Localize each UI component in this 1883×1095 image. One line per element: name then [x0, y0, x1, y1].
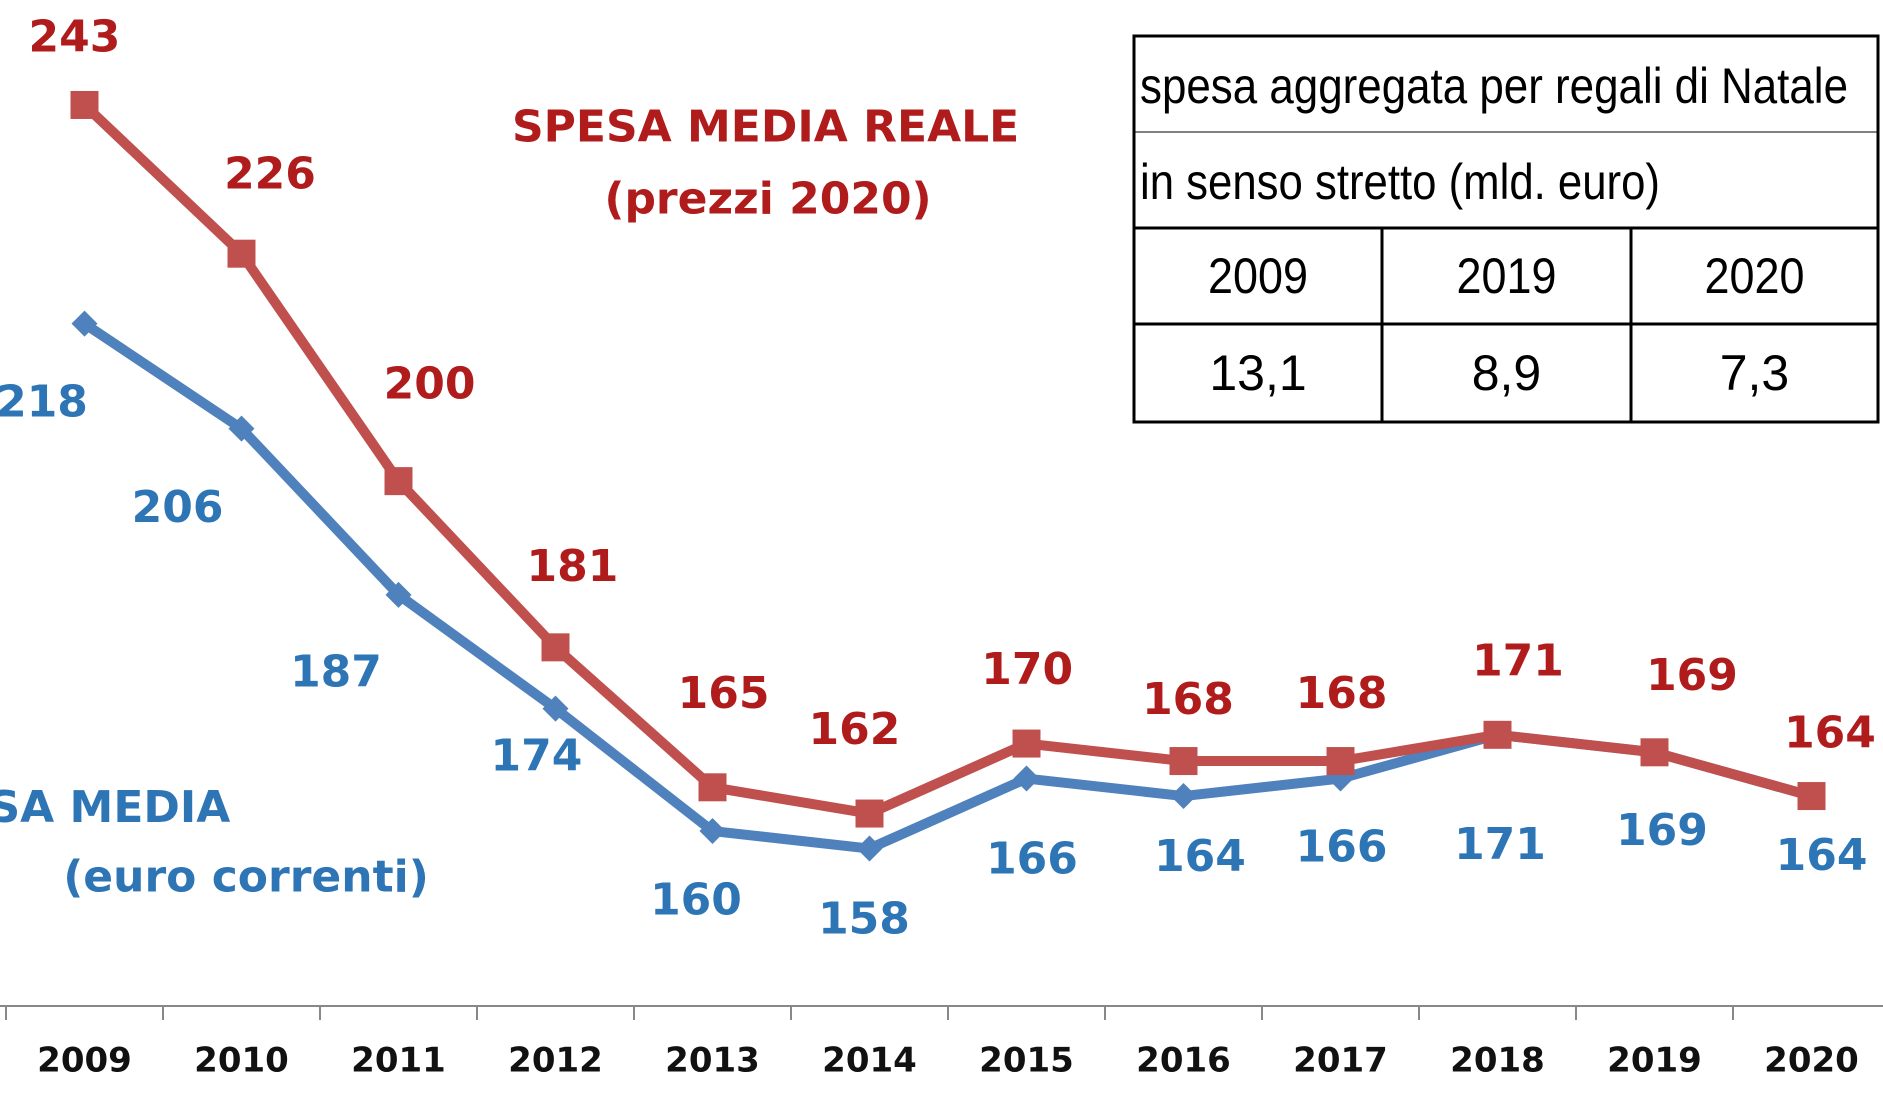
marker [384, 467, 413, 496]
data-label: 171 [1472, 636, 1564, 687]
marker [542, 695, 569, 722]
data-label: 162 [808, 704, 900, 755]
data-label: 164 [1784, 708, 1876, 759]
x-tick-label: 2009 [37, 1041, 132, 1081]
data-label: 226 [224, 148, 316, 199]
marker [71, 310, 98, 337]
marker [227, 239, 256, 268]
data-label: 218 [0, 376, 88, 427]
marker [1012, 729, 1041, 758]
marker [1797, 782, 1826, 811]
table-header: 2009 [1208, 248, 1308, 304]
data-label: 206 [132, 482, 224, 533]
data-label: 200 [384, 358, 476, 409]
marker [1170, 783, 1197, 810]
data-label: 174 [490, 730, 582, 781]
table-title: spesa aggregata per regali di Natale [1140, 58, 1848, 114]
marker [1013, 765, 1040, 792]
data-label: 164 [1154, 831, 1246, 882]
marker [1326, 747, 1355, 776]
marker [699, 818, 726, 845]
legend-name: SPESA MEDIA REALE [512, 102, 1019, 153]
series-line [81, 101, 1813, 819]
legend-note: (euro correnti) [63, 852, 429, 903]
x-tick-label: 2014 [822, 1041, 917, 1081]
x-tick-label: 2019 [1607, 1041, 1702, 1081]
marker [1483, 720, 1512, 749]
legend-name: SPESA MEDIA [0, 782, 230, 833]
data-label: 169 [1646, 650, 1738, 701]
marker [1640, 738, 1669, 767]
table-cell: 8,9 [1472, 345, 1542, 401]
marker [1169, 747, 1198, 776]
marker [228, 415, 255, 442]
marker [855, 799, 884, 828]
data-label: 170 [981, 644, 1073, 695]
marker [385, 581, 412, 608]
data-label: 168 [1142, 674, 1234, 725]
data-label: 187 [290, 646, 382, 697]
data-label: 158 [818, 894, 910, 945]
x-tick-label: 2010 [194, 1041, 289, 1081]
x-tick-label: 2016 [1136, 1041, 1231, 1081]
table-header: 2020 [1705, 248, 1805, 304]
table-header: 2019 [1457, 248, 1557, 304]
x-tick-label: 2011 [351, 1041, 446, 1081]
data-label: 166 [1296, 822, 1388, 873]
data-label: 169 [1616, 805, 1708, 856]
marker [541, 633, 570, 662]
data-label: 243 [28, 12, 120, 63]
marker [70, 90, 99, 119]
x-tick-label: 2018 [1450, 1041, 1545, 1081]
table-cell: 7,3 [1720, 345, 1790, 401]
data-label: 171 [1454, 819, 1546, 870]
data-label: 165 [678, 668, 770, 719]
legend-note: (prezzi 2020) [604, 174, 931, 225]
data-label: 168 [1296, 668, 1388, 719]
x-tick-label: 2015 [979, 1041, 1074, 1081]
x-tick-label: 2017 [1293, 1041, 1388, 1081]
data-label: 160 [650, 874, 742, 925]
data-label: 166 [986, 834, 1078, 885]
marker [698, 773, 727, 802]
marker [856, 835, 883, 862]
table-title: in senso stretto (mld. euro) [1140, 154, 1660, 210]
table-cell: 13,1 [1209, 345, 1306, 401]
x-tick-label: 2012 [508, 1041, 603, 1081]
x-tick-label: 2013 [665, 1041, 760, 1081]
x-tick-label: 2020 [1764, 1041, 1859, 1081]
data-label: 181 [526, 541, 618, 592]
data-label: 164 [1776, 830, 1868, 881]
